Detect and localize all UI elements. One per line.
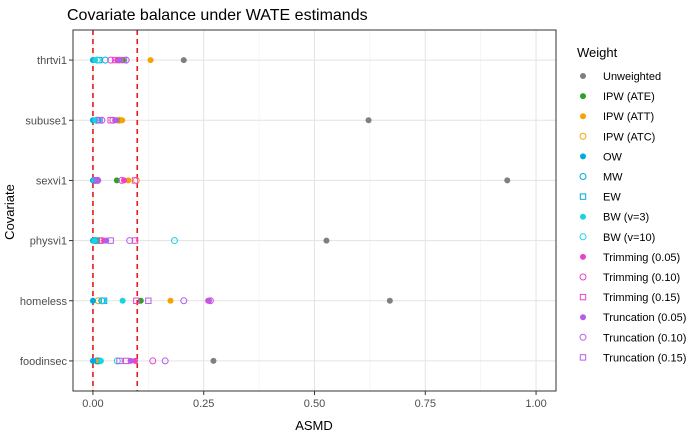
data-point [180, 57, 187, 64]
legend-title: Weight [577, 45, 618, 60]
legend-entry-label: IPW (ATC) [603, 131, 655, 143]
data-point [133, 297, 140, 304]
data-point [125, 177, 132, 184]
data-point [147, 57, 154, 64]
y-axis-label: Covariate [2, 184, 17, 240]
x-tick-label: 0.75 [415, 398, 436, 410]
data-point [119, 117, 126, 124]
data-point [180, 297, 188, 305]
y-tick-label: physvi1 [30, 236, 67, 248]
legend-key [580, 314, 586, 321]
data-point [107, 56, 115, 64]
legend-key [580, 73, 586, 79]
data-point [323, 237, 330, 244]
y-tick-label: sexvi1 [36, 175, 67, 187]
data-point [386, 297, 393, 304]
legend-key [580, 153, 586, 160]
legend-entry-label: BW (v=10) [603, 232, 655, 244]
legend-key [580, 93, 586, 100]
legend-entry-label: MW [603, 172, 623, 184]
plot-area: 0.00 0.25 0.50 0.75 1.00 thrtvi1 subuse1 sexvi1… [20, 29, 557, 410]
legend-entry-label: Unweighted [603, 71, 661, 83]
data-point [116, 357, 123, 365]
data-point [504, 177, 511, 184]
legend-entry-label: Trimming (0.05) [603, 252, 680, 264]
legend-key [579, 233, 587, 241]
data-point [365, 117, 372, 124]
data-point [113, 177, 120, 184]
legend-key [579, 132, 587, 140]
legend-key [579, 193, 587, 200]
legend-entry-label: OW [603, 151, 623, 163]
legend-entry-label: IPW (ATE) [603, 91, 655, 103]
data-point [126, 237, 134, 245]
legend-key [579, 173, 587, 180]
y-tick-label: homeless [20, 296, 68, 308]
legend-entry-label: Truncation (0.10) [603, 332, 686, 344]
data-point [93, 177, 100, 184]
x-tick-label: 0.25 [193, 398, 214, 410]
data-point [92, 57, 99, 64]
data-point [89, 297, 96, 304]
data-point [118, 176, 126, 184]
chart-title: Covariate balance under WATE estimands [67, 7, 368, 24]
data-point [132, 357, 139, 364]
data-point [170, 237, 178, 245]
x-tick-label: 0.00 [82, 398, 103, 410]
data-point [127, 357, 134, 364]
legend-entry-label: BW (v=3) [603, 212, 649, 224]
legend-entry-label: EW [603, 192, 621, 204]
legend-entry-label: Trimming (0.10) [603, 272, 680, 284]
data-point [96, 117, 103, 124]
data-point [149, 357, 157, 365]
panel-border [72, 29, 557, 392]
data-point [91, 237, 98, 244]
y-tick-label: subuse1 [25, 115, 67, 127]
legend-entry-label: Truncation (0.05) [603, 312, 686, 324]
legend-entry-label: Truncation (0.15) [603, 352, 686, 364]
legend-key [580, 253, 586, 260]
data-point [210, 357, 217, 364]
data-point [167, 297, 174, 304]
legend-key [579, 354, 587, 361]
y-tick-label: thrtvi1 [37, 55, 67, 67]
y-tick-label: foodinsec [20, 356, 68, 368]
legend-key [579, 293, 587, 301]
data-point [119, 297, 126, 304]
legend-key [580, 113, 586, 120]
data-point [206, 297, 213, 304]
legend-entry-label: IPW (ATT) [603, 111, 654, 123]
data-point [93, 56, 101, 64]
x-tick-label: 1.00 [525, 398, 546, 410]
x-tick-label: 0.50 [304, 398, 325, 410]
legend: Weight Unweighted IPW (ATE) IPW (ATT) IPW (… [577, 45, 686, 364]
data-point [97, 357, 104, 364]
legend-key [580, 213, 586, 220]
legend-key [579, 333, 587, 341]
data-point [120, 56, 128, 64]
data-point [99, 297, 107, 305]
data-point [161, 357, 169, 365]
x-axis-label: ASMD [295, 418, 333, 433]
legend-entry-label: Trimming (0.15) [603, 292, 680, 304]
legend-key [579, 273, 587, 281]
data-point [145, 297, 152, 304]
data-point [120, 177, 127, 184]
data-point [101, 56, 109, 64]
data-point [131, 177, 139, 184]
data-point [107, 237, 114, 244]
data-point [112, 117, 119, 124]
